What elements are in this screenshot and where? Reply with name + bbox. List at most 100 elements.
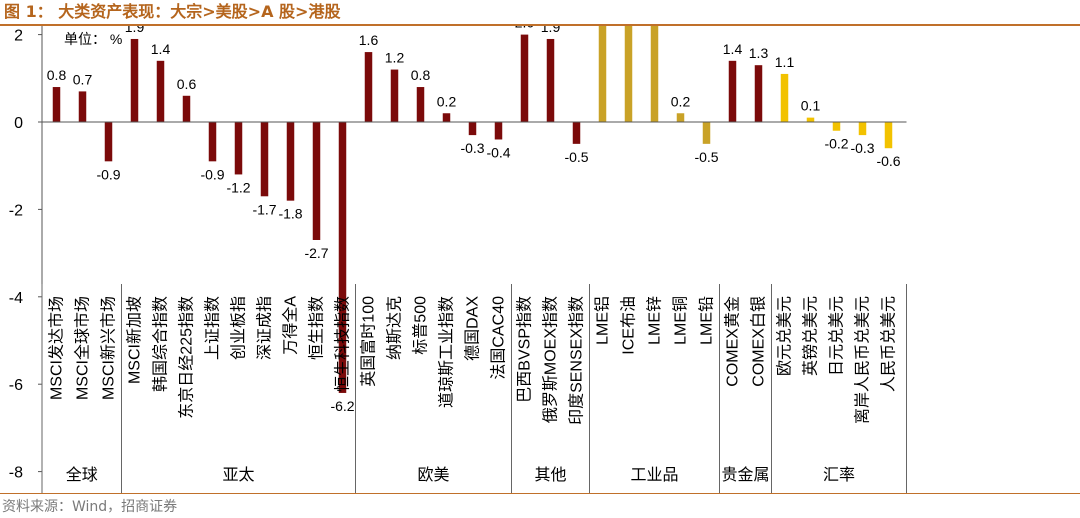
category-label: 道琼斯工业指数: [438, 296, 456, 408]
category-label: 英国富时100: [360, 296, 378, 387]
x-axis: MSCI发达市场 MSCI全球市场 MSCI新兴市场 MSCI新加坡 韩国综合指数 东京日…: [41, 121, 907, 493]
data-label: 1.9: [125, 26, 145, 35]
category-label: 日元兑美元: [828, 296, 846, 376]
data-label: 1.9: [541, 26, 561, 35]
category-label: LME锌: [646, 296, 664, 345]
category-label: 标普500: [412, 296, 430, 355]
category-label: 法国CAC40: [490, 296, 508, 380]
data-label: -0.4: [486, 144, 510, 160]
category-label: 深证成指: [256, 296, 274, 360]
data-label: -0.3: [460, 140, 484, 156]
category-label: MSCI全球市场: [74, 296, 92, 400]
data-label: -0.5: [564, 149, 588, 165]
bar: [494, 122, 503, 140]
bar: [78, 91, 87, 122]
category-label: 印度SENSEX指数: [568, 296, 586, 425]
bar: [234, 122, 243, 175]
category-label: ICE布油: [620, 296, 638, 355]
bar: [650, 26, 659, 122]
bar: [624, 26, 633, 122]
data-label: 2.0: [515, 26, 535, 31]
source-note: 资料来源：Wind，招商证券: [2, 499, 178, 515]
bar: [156, 60, 165, 122]
group-label: 贵金属: [721, 466, 769, 484]
bar: [260, 122, 269, 197]
category-label: COMEX白银: [750, 296, 768, 387]
data-label: 0.6: [177, 76, 197, 92]
bar: [442, 113, 451, 122]
data-label: -0.9: [200, 166, 224, 182]
data-label: 0.8: [47, 67, 67, 83]
data-label: -0.3: [850, 140, 874, 156]
category-label: LME铝: [594, 296, 612, 345]
group-label: 全球: [66, 466, 98, 484]
bar: [286, 122, 295, 201]
category-label: MSCI新兴市场: [100, 296, 118, 400]
bar: [52, 87, 61, 122]
data-label: 0.1: [801, 98, 821, 114]
group-label: 汇率: [823, 466, 855, 484]
value-labels: 0.8 0.7-0.91.91.40.6-0.9-1.2-1.7 -1.8-2.7-…: [47, 26, 901, 414]
category-label: 恒生科技指数: [334, 296, 352, 392]
bar: [468, 122, 477, 136]
bottom-rule: [0, 493, 1080, 494]
category-label: 东京日经225指数: [178, 296, 196, 419]
y-axis: 420-2-4-6-8: [9, 26, 43, 482]
data-label: 1.6: [359, 32, 379, 48]
data-label: -0.6: [876, 153, 900, 169]
category-label: 人民币兑美元: [880, 296, 898, 392]
bar: [546, 38, 555, 122]
data-label: 0.7: [73, 71, 93, 87]
y-tick-label: -8: [9, 465, 23, 482]
bar: [104, 122, 113, 162]
category-label: 恒生指数: [308, 296, 326, 360]
bar: [676, 113, 685, 122]
category-label: LME铅: [698, 296, 716, 345]
group-label: 欧美: [417, 466, 449, 484]
bar: [754, 65, 763, 122]
bar: [728, 60, 737, 122]
bar-chart: 420-2-4-6-8 0.80.7-0.91.91.40.6-0.9-1.2-…: [9, 26, 907, 493]
category-label: 万得全A: [282, 296, 300, 355]
y-tick-label: 2: [14, 28, 23, 45]
bar: [130, 38, 139, 122]
category-label: 创业板指: [230, 296, 248, 360]
data-label: -0.9: [96, 166, 120, 182]
bar: [780, 73, 789, 122]
bar: [832, 122, 841, 131]
data-label: -1.2: [226, 179, 250, 195]
data-label: 1.4: [723, 41, 743, 57]
data-label: -1.7: [252, 201, 276, 217]
y-tick-label: -6: [9, 377, 23, 394]
bar: [312, 122, 321, 240]
figure-title: 图 1： 大类资产表现：大宗>美股>A 股>港股: [4, 2, 341, 21]
bar: [884, 122, 893, 149]
category-label: 英镑兑美元: [802, 296, 820, 376]
data-label: 1.1: [775, 54, 795, 70]
category-label: 离岸人民币兑美元: [854, 296, 872, 424]
category-label: COMEX黄金: [724, 296, 742, 387]
bar: [520, 34, 529, 122]
data-label: 0.2: [437, 93, 457, 109]
category-label: MSCI发达市场: [48, 296, 66, 400]
bar: [702, 122, 711, 144]
category-label: 俄罗斯MOEX指数: [542, 296, 560, 423]
bar: [416, 87, 425, 122]
category-label: 上证指数: [204, 296, 222, 360]
bar: [364, 52, 373, 122]
title-rule: [0, 24, 1080, 26]
bar: [208, 122, 217, 162]
data-label: -2.7: [304, 245, 328, 261]
category-label: 巴西BVSP指数: [516, 296, 534, 403]
data-label: -0.2: [824, 136, 848, 152]
data-label: 1.3: [749, 45, 769, 61]
data-label: -1.8: [278, 206, 302, 222]
bars: [52, 26, 893, 393]
y-tick-label: 0: [14, 115, 23, 132]
category-label: 欧元兑美元: [776, 296, 794, 376]
bar: [858, 122, 867, 136]
category-label: 韩国综合指数: [152, 296, 170, 392]
y-tick-label: -4: [9, 290, 23, 307]
group-label: 亚太: [222, 466, 254, 484]
bar: [806, 117, 815, 122]
